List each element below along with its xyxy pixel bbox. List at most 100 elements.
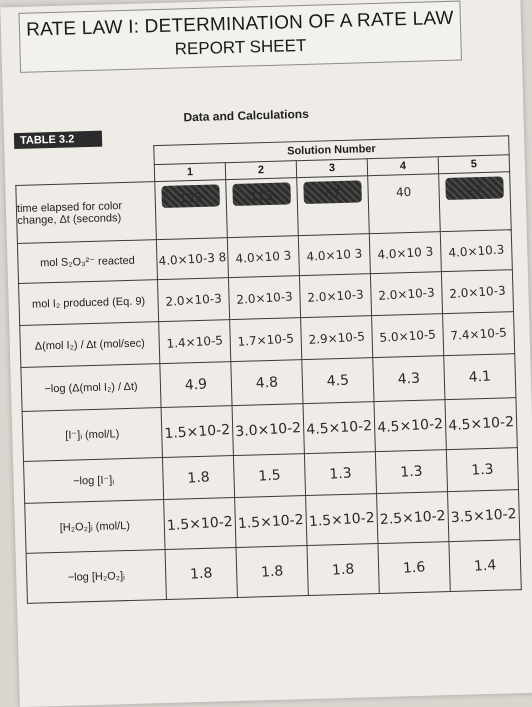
handwritten-value: 1.8	[260, 562, 284, 581]
table-cell: 2.0×10-3	[157, 277, 230, 322]
table-cell: 4.0×10-3 8	[156, 237, 229, 280]
row-label: Δ(mol I₂) / Δt (mol/sec)	[19, 321, 160, 368]
table-cell: 7.4×10-5	[442, 311, 515, 356]
handwritten-value: 2.0×10-3	[235, 288, 294, 307]
row-label: −log (Δ(mol I₂) / Δt)	[20, 363, 162, 412]
table-cell: 4.5	[301, 357, 374, 404]
section-heading: Data and Calculations	[183, 106, 309, 125]
row-label: mol I₂ produced (Eq. 9)	[18, 279, 159, 326]
row-label: mol S₂O₃²⁻ reacted	[17, 239, 158, 284]
handwritten-value: 40	[395, 184, 412, 200]
handwritten-value: 1.5	[257, 466, 282, 485]
handwritten-value: 4.5×10-2	[447, 413, 515, 434]
header-spacer	[15, 146, 155, 186]
table-cell: 4.5×10-2	[444, 397, 518, 450]
handwritten-value: 4.0×10.3	[447, 241, 505, 260]
table-cell: 67	[296, 175, 370, 236]
handwritten-value: 1.4	[473, 556, 497, 575]
solution-number: 4	[367, 156, 439, 176]
table-cell: 3.0×10-2	[232, 403, 305, 456]
solution-number: 5	[438, 154, 510, 174]
table-cell: 1.3	[446, 447, 519, 492]
table-cell: 1.5	[233, 453, 306, 498]
handwritten-value: 4.1	[468, 367, 492, 386]
table-cell: 1.8	[165, 547, 238, 600]
handwritten-value: 4.0×10 3	[306, 245, 363, 264]
row-label: [I⁻]ᵢ (mol/L)	[22, 407, 163, 462]
handwritten-value: 1.5×10-2	[163, 421, 231, 442]
handwritten-value: 2.9×10-5	[308, 328, 366, 347]
handwritten-value: 1.5×10-2	[166, 513, 234, 534]
row-label: time elapsed for color change, Δt (secon…	[15, 181, 157, 244]
handwritten-value: 4.0×10 3	[377, 243, 434, 262]
handwritten-value: 2.0×10-3	[306, 286, 365, 305]
handwritten-value: 1.8	[189, 564, 213, 583]
table-cell: 1.5×10-2	[163, 497, 237, 550]
table-cell: 4.9	[159, 361, 233, 408]
handwritten-value: 4.9	[184, 375, 208, 394]
handwritten-value: 4.0×10-3 8	[158, 249, 227, 268]
handwritten-value: 1.8	[186, 468, 211, 487]
table-cell: 2.0×10-3	[370, 271, 443, 316]
table-cell: 4.1	[443, 353, 516, 400]
handwritten-value: 2.0×10-3	[448, 282, 507, 301]
handwritten-value: 1.4×10-5	[166, 332, 224, 351]
handwritten-value: 7.4×10-5	[450, 324, 508, 343]
handwritten-value: 1.8	[331, 560, 355, 579]
handwritten-value: 1.6	[402, 558, 426, 577]
table-cell: 1.8	[162, 455, 235, 500]
table-cell: 4.5×10-2	[373, 399, 447, 452]
table-cell: 2.0×10-3	[299, 273, 372, 318]
table-cell: 4.0×10 3	[298, 233, 371, 276]
handwritten-value: 1.5×10-2	[308, 509, 376, 530]
table-cell: 113	[225, 177, 299, 238]
solution-number: 2	[225, 160, 297, 180]
table-cell: 27	[438, 171, 512, 232]
table-cell: 2.0×10-3	[441, 269, 514, 314]
handwritten-value: 1.5×10-2	[237, 511, 305, 532]
handwritten-value: 1.3	[399, 462, 424, 481]
handwritten-value: 4.8	[255, 373, 279, 392]
handwritten-value: 4.0×10 3	[235, 247, 292, 266]
table-cell: 2.0×10-3	[228, 275, 301, 320]
handwritten-value: 4.3	[397, 369, 421, 388]
row-label: −log [I⁻]ᵢ	[23, 457, 164, 504]
table-cell: 3.5×10-2	[447, 489, 520, 542]
table-cell: 1.8	[306, 543, 380, 596]
table-cell: 1.4×10-5	[158, 319, 231, 364]
table-cell: 1.3	[304, 451, 377, 496]
table-cell: 4.5×10-2	[303, 401, 376, 454]
row-label: [H₂O₂]ᵢ (mol/L)	[24, 499, 166, 554]
table-cell: 1.7×10-5	[229, 317, 302, 362]
table-cell: 4.3	[372, 355, 445, 402]
table-cell: 4.0×10 3	[227, 235, 300, 278]
handwritten-value: 4.5×10-2	[305, 417, 373, 438]
row-label: −log [H₂O₂]ᵢ	[26, 549, 167, 604]
handwritten-value: 2.0×10-3	[164, 290, 223, 309]
table-cell: 1.8	[236, 545, 309, 598]
handwritten-value: 1.7×10-5	[237, 330, 295, 349]
table-cell: 5.0×10-5	[371, 313, 444, 358]
table-cell: 1.6	[377, 541, 451, 594]
handwritten-value: 1.3	[470, 460, 495, 479]
table-cell: 4.8	[230, 359, 304, 406]
table-cell: 1.5×10-2	[161, 405, 234, 458]
table-cell: 4.0×10 3	[369, 231, 442, 274]
table-cell: 2.9×10-5	[300, 315, 373, 360]
table-cell: 40	[367, 173, 441, 234]
table-cell: 1.5×10-2	[234, 495, 307, 548]
handwritten-value: 2.5×10-2	[379, 507, 447, 528]
table-cell: 1.5×10-2	[305, 493, 378, 546]
handwritten-value: 3.0×10-2	[234, 419, 302, 440]
table-cell: 2.5×10-2	[376, 491, 449, 544]
solution-number: 3	[296, 158, 368, 178]
table-cell: 1.3	[375, 449, 448, 494]
solution-number: 1	[154, 162, 226, 182]
table-cell: 135	[154, 179, 228, 240]
table-cell: 4.0×10.3	[440, 229, 513, 272]
table-cell: 1.4	[448, 539, 522, 592]
handwritten-value: 3.5×10-2	[450, 505, 518, 526]
data-table: Solution Number 1 2 3 4 5 time elapsed f…	[14, 135, 522, 604]
title-box: RATE LAW I: DETERMINATION OF A RATE LAW …	[18, 0, 462, 73]
